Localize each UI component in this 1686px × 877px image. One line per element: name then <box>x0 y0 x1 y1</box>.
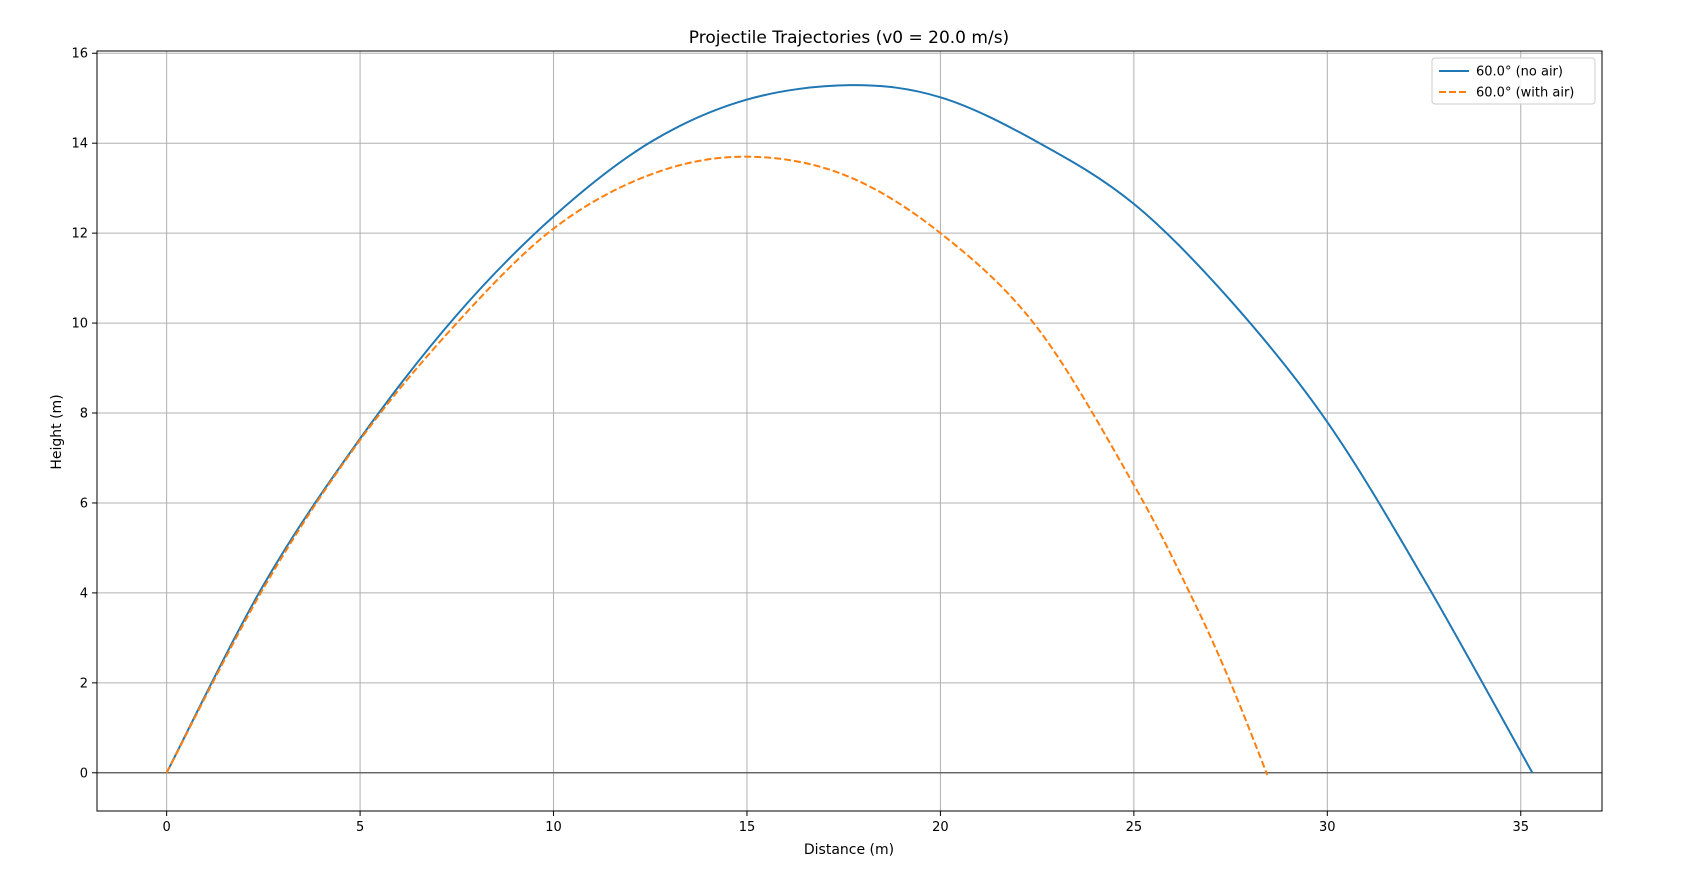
x-tick-label: 5 <box>356 820 364 835</box>
x-tick-label: 25 <box>1126 820 1143 835</box>
axes-frame <box>96 50 1603 812</box>
legend-box <box>1431 57 1596 105</box>
y-tick-label: 2 <box>80 676 88 691</box>
y-tick-label: 6 <box>80 496 88 511</box>
x-tick-label: 35 <box>1512 820 1529 835</box>
y-tick-label: 0 <box>80 766 88 781</box>
x-tick-label: 20 <box>932 820 949 835</box>
legend-label: 60.0° (no air) <box>1476 65 1563 80</box>
x-axis-label: Distance (m) <box>804 842 894 858</box>
legend: 60.0° (no air) 60.0° (with air) <box>1431 57 1596 105</box>
y-axis-label: Height (m) <box>49 394 65 469</box>
y-tick-label: 12 <box>71 227 88 242</box>
y-tick-label: 16 <box>71 47 88 62</box>
x-tick-label: 30 <box>1319 820 1336 835</box>
y-tick-label: 4 <box>80 586 88 601</box>
legend-label: 60.0° (with air) <box>1476 86 1574 101</box>
y-tick-label: 8 <box>80 407 88 422</box>
plot-area: 0 5 10 15 20 25 30 35 0 2 4 6 8 10 12 14 16 60.0° (no air… <box>71 47 1603 835</box>
series-line-with-air <box>165 155 1269 776</box>
x-tick-label: 15 <box>739 820 756 835</box>
y-tick-label: 14 <box>71 137 88 152</box>
x-tick-label: 10 <box>545 820 562 835</box>
chart-title: Projectile Trajectories (v0 = 20.0 m/s) <box>689 28 1009 48</box>
y-tick-label: 10 <box>71 317 88 332</box>
x-tick-label: 0 <box>162 820 170 835</box>
